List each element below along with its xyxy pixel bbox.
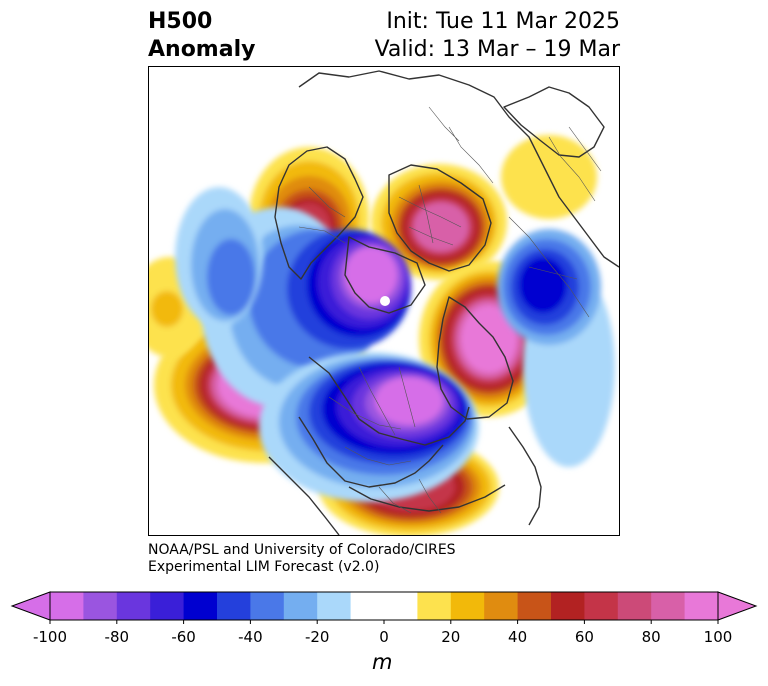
colorbar-tick-label-8: 60 bbox=[574, 628, 594, 646]
colorbar-tick-label-5: 0 bbox=[379, 628, 389, 646]
colorbar-bin-7 bbox=[283, 592, 318, 620]
anomaly-map bbox=[148, 66, 620, 536]
colorbar-bin-16 bbox=[617, 592, 652, 620]
credit-text: NOAA/PSL and University of Colorado/CIRE… bbox=[148, 542, 456, 576]
init-date: Init: Tue 11 Mar 2025 bbox=[386, 9, 620, 34]
colorbar-tick-label-1: -80 bbox=[104, 628, 130, 646]
colorbar-bin-8 bbox=[317, 592, 352, 620]
colorbar-bin-3 bbox=[150, 592, 185, 620]
colorbar-bin-2 bbox=[116, 592, 151, 620]
colorbar-bin-18 bbox=[684, 592, 719, 620]
colorbar-bin-11 bbox=[450, 592, 485, 620]
colorbar-tick-label-0: -100 bbox=[32, 628, 68, 646]
colorbar-bin-1 bbox=[83, 592, 118, 620]
colorbar-unit: m bbox=[372, 650, 393, 674]
colorbar bbox=[10, 591, 758, 624]
credit-line-1: NOAA/PSL and University of Colorado/CIRE… bbox=[148, 542, 456, 558]
low-anomaly-north-america bbox=[259, 352, 479, 502]
pole-marker bbox=[380, 296, 390, 306]
colorbar-bin-4 bbox=[183, 592, 218, 620]
colorbar-bin-13 bbox=[517, 592, 552, 620]
colorbar-bin-10 bbox=[417, 592, 452, 620]
colorbar-bin-6 bbox=[250, 592, 285, 620]
field-name: H500 bbox=[148, 9, 213, 34]
colorbar-under-arrow bbox=[10, 591, 51, 621]
colorbar-bin-14 bbox=[551, 592, 585, 620]
map-title-right: Init: Tue 11 Mar 2025 Valid: 13 Mar – 19… bbox=[375, 8, 620, 64]
low-anomaly-west bbox=[175, 187, 263, 327]
colorbar-bin-9 bbox=[350, 592, 418, 620]
field-type: Anomaly bbox=[148, 37, 256, 62]
colorbar-tick-label-3: -40 bbox=[238, 628, 263, 646]
colorbar-bin-12 bbox=[484, 592, 519, 620]
colorbar-tick-label-2: -60 bbox=[171, 628, 196, 646]
valid-range: Valid: 13 Mar – 19 Mar bbox=[374, 37, 620, 62]
credit-line-2: Experimental LIM Forecast (v2.0) bbox=[148, 559, 380, 575]
colorbar-tick-label-7: 40 bbox=[508, 628, 528, 646]
colorbar-tick-label-10: 100 bbox=[703, 628, 733, 646]
map-title-left: H500 Anomaly bbox=[148, 8, 255, 64]
colorbar-over-arrow bbox=[717, 591, 758, 621]
colorbar-tick-label-6: 20 bbox=[441, 628, 461, 646]
colorbar-tick-label-4: -20 bbox=[304, 628, 330, 646]
low-anomaly-east bbox=[497, 229, 615, 467]
colorbar-tick-label-9: 80 bbox=[641, 628, 661, 646]
colorbar-bin-0 bbox=[50, 592, 84, 620]
country-borders bbox=[298, 106, 602, 514]
colorbar-bin-5 bbox=[217, 592, 251, 620]
anomaly-map-svg bbox=[149, 70, 619, 535]
coastlines bbox=[268, 70, 619, 535]
colorbar-bin-15 bbox=[584, 592, 619, 620]
colorbar-bin-17 bbox=[651, 592, 686, 620]
